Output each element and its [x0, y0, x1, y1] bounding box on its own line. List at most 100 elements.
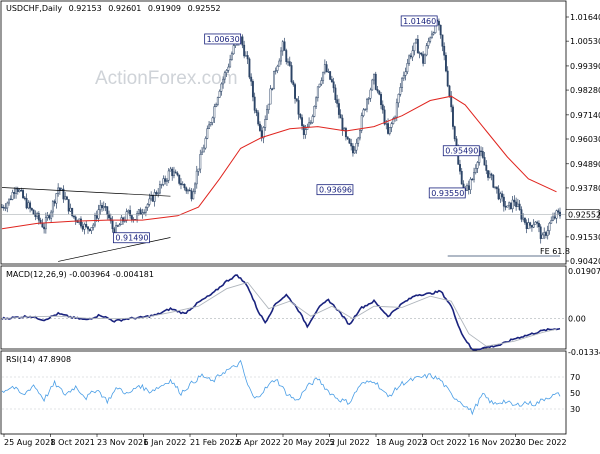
- candle-body: [181, 183, 184, 186]
- candle-body: [283, 41, 286, 51]
- candle-body: [392, 118, 395, 124]
- macd-plot: [1, 274, 566, 351]
- candle-body: [332, 81, 335, 89]
- candle-body: [169, 168, 172, 172]
- ohlc-open: 0.92153: [69, 4, 102, 13]
- candle-body: [208, 124, 211, 129]
- macd-y-tick-label: 0.00: [568, 315, 586, 324]
- candle-body: [116, 225, 119, 227]
- candle-body: [325, 64, 328, 72]
- candle-body: [220, 83, 223, 92]
- candle-body: [130, 215, 133, 221]
- candle-body: [545, 232, 547, 236]
- candle-body: [506, 205, 509, 208]
- candle-body: [508, 202, 511, 207]
- candle-body: [18, 189, 21, 192]
- candle-body: [27, 202, 30, 209]
- candle-body: [266, 109, 268, 120]
- candle-body: [213, 106, 216, 119]
- candle-body: [509, 202, 512, 210]
- candle-body: [329, 71, 332, 80]
- candle-body: [522, 217, 525, 220]
- candle-body: [127, 210, 130, 213]
- candle-body: [446, 70, 449, 87]
- candle-body: [467, 185, 470, 191]
- candle-body: [48, 215, 51, 219]
- candle-body: [90, 227, 93, 231]
- price-plot: FE 61.8 1.00630 1.01460 0.93696 0.95490 0.935…: [1, 15, 570, 262]
- price-label-text: 0.93550: [431, 189, 464, 198]
- trendline: [1, 187, 171, 197]
- candle-body: [81, 225, 84, 230]
- candle-body: [230, 53, 233, 60]
- candle-body: [516, 203, 519, 207]
- candle-body: [502, 196, 505, 207]
- candle-body: [246, 55, 249, 60]
- candle-body: [316, 86, 319, 99]
- macd-y-tick-label: -0.01334: [568, 348, 600, 357]
- candle-body: [74, 216, 77, 221]
- candle-body: [108, 213, 110, 219]
- candle-body: [22, 190, 25, 199]
- candle-body: [399, 87, 402, 95]
- candle-body: [165, 180, 168, 182]
- candle-body: [25, 198, 28, 209]
- candle-body: [346, 136, 349, 140]
- candle-body: [532, 224, 535, 228]
- candle-body: [499, 193, 502, 200]
- candle-body: [444, 55, 447, 72]
- x-tick-label: 3 Oct 2022: [423, 438, 467, 447]
- candle-body: [311, 116, 314, 123]
- y-tick-label: 0.98280: [570, 86, 600, 95]
- candle-body: [167, 170, 170, 181]
- candle-body: [301, 117, 304, 126]
- candle-body: [441, 34, 444, 47]
- candle-body: [320, 80, 323, 85]
- candle-body: [308, 122, 311, 128]
- candle-body: [178, 174, 181, 184]
- candle-body: [4, 207, 7, 209]
- candle-body: [287, 61, 289, 63]
- candle-body: [255, 110, 258, 113]
- candle-body: [537, 223, 540, 228]
- candle-body: [88, 228, 91, 231]
- candle-body: [120, 217, 123, 225]
- candle-body: [46, 215, 49, 218]
- candle-body: [211, 117, 214, 123]
- candle-body: [429, 37, 432, 42]
- candle-body: [557, 210, 560, 213]
- candle-body: [548, 222, 551, 231]
- candle-body: [450, 95, 453, 108]
- axes: 1.01640 1.00530 0.99390 0.98280 0.97140 0.960…: [3, 13, 600, 447]
- candle-body: [304, 129, 307, 135]
- candle-body: [295, 98, 298, 101]
- candle-body: [406, 63, 409, 73]
- candle-body: [404, 71, 407, 76]
- candle-body: [153, 192, 156, 202]
- candle-body: [9, 198, 12, 201]
- candle-body: [339, 114, 342, 119]
- price-label-box: [204, 33, 242, 45]
- candle-body: [423, 54, 426, 64]
- candle-body: [209, 122, 212, 126]
- ohlc-low: 0.91909: [148, 4, 181, 13]
- candle-body: [223, 72, 226, 80]
- current-price-label: 0.92552: [568, 211, 600, 220]
- candle-body: [290, 65, 293, 83]
- macd-panel-title: MACD(12,26,9) -0.003964 -0.004181: [6, 270, 154, 279]
- candle-body: [337, 103, 340, 115]
- trendline: [58, 237, 171, 262]
- candle-body: [174, 171, 177, 174]
- candle-body: [297, 100, 300, 115]
- candle-body: [144, 207, 147, 213]
- candle-body: [427, 41, 430, 46]
- candle-body: [373, 73, 375, 81]
- ohlc-close: 0.92552: [188, 4, 221, 13]
- candle-body: [80, 218, 82, 227]
- candle-body: [323, 64, 326, 73]
- candle-body: [55, 193, 58, 204]
- candle-body: [359, 130, 361, 139]
- candle-body: [546, 230, 549, 236]
- candle-body: [541, 234, 544, 239]
